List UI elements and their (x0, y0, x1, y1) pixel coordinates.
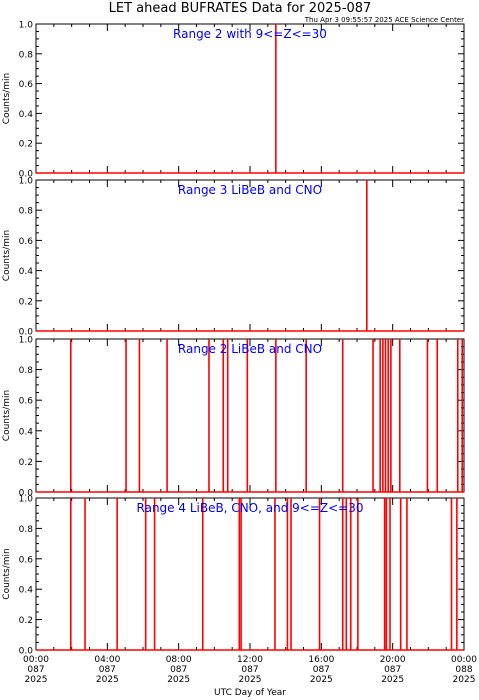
panels-group: 0.0 0.2 0.4 0.6 0.8 1.0 Counts/min Range 2 with… (2, 21, 465, 657)
y-tick-label: 1.0 (19, 177, 34, 187)
y-tick-label: 0.2 (19, 616, 33, 626)
x-tick-label: 087 (384, 665, 401, 675)
x-tick-label: 087 (99, 665, 116, 675)
panel-frame (35, 23, 465, 174)
x-tick-label: 00:00 (23, 655, 49, 665)
x-tick-label: 12:00 (237, 655, 263, 665)
x-tick-label: 20:00 (380, 655, 406, 665)
x-tick-label: 087 (170, 665, 187, 675)
y-tick-label: 0.2 (19, 458, 33, 468)
y-tick-label: 1.0 (19, 495, 34, 505)
y-tick-label: 0.4 (19, 586, 34, 596)
y-tick-label: 0.0 (19, 328, 34, 338)
x-tick-label: 087 (241, 665, 258, 675)
y-tick-label: 0.2 (19, 297, 33, 307)
x-tick-label: 088 (455, 665, 472, 675)
y-axis-label: Counts/min (2, 73, 12, 124)
y-tick-label: 0.0 (19, 170, 34, 180)
chart-main-title: LET ahead BUFRATES Data for 2025-087 (109, 1, 372, 16)
panel-3: 0.0 0.2 0.4 0.6 0.8 1.0 Counts/min Range 2 LiBe… (2, 336, 465, 499)
panel-title: Range 2 with 9<=Z<=30 (173, 27, 327, 41)
x-tick-label: 087 (313, 665, 330, 675)
y-tick-label: 0.4 (19, 427, 34, 437)
x-tick-label: 08:00 (166, 655, 192, 665)
y-tick-label: 0.0 (19, 489, 34, 499)
x-tick-label: 2025 (239, 675, 262, 685)
y-axis-label: Counts/min (2, 230, 12, 281)
y-tick-label: 0.0 (19, 647, 34, 657)
x-tick-label: 04:00 (94, 655, 120, 665)
panel-title: Range 2 LiBeB and CNO (178, 342, 322, 356)
y-tick-label: 0.4 (19, 267, 34, 277)
y-tick-label: 0.8 (19, 50, 34, 60)
x-axis-label: UTC Day of Year (214, 688, 286, 698)
x-tick-label: 16:00 (308, 655, 334, 665)
y-tick-label: 0.6 (19, 555, 34, 565)
y-tick-label: 0.4 (19, 110, 34, 120)
panel-2: 0.0 0.2 0.4 0.6 0.8 1.0 Counts/min Range 3 LiBe… (2, 177, 465, 338)
generation-timestamp: Thu Apr 3 09:55:57 2025 ACE Science Cent… (304, 16, 464, 24)
panel-title: Range 3 LiBeB and CNO (178, 183, 322, 197)
panel-frame (35, 179, 465, 332)
x-tick-label: 2025 (96, 675, 119, 685)
x-tick-label: 2025 (310, 675, 333, 685)
y-tick-label: 0.8 (19, 525, 34, 535)
x-tick-label: 2025 (167, 675, 190, 685)
y-tick-label: 0.6 (19, 80, 34, 90)
y-tick-label: 0.6 (19, 237, 34, 247)
x-tick-label: 2025 (381, 675, 404, 685)
y-axis-label: Counts/min (2, 390, 12, 441)
y-tick-label: 1.0 (19, 21, 34, 31)
x-tick-label: 2025 (25, 675, 48, 685)
panel-title: Range 4 LiBeB, CNO, and 9<=Z<=30 (137, 501, 364, 515)
y-tick-label: 0.8 (19, 366, 34, 376)
x-tick-label: 2025 (453, 675, 476, 685)
x-axis: 00:00087202504:00087202508:00087202512:0… (23, 655, 477, 685)
x-tick-label: 087 (27, 665, 44, 675)
panel-1: 0.0 0.2 0.4 0.6 0.8 1.0 Counts/min Range 2 with… (2, 21, 465, 180)
y-axis-label: Counts/min (2, 548, 12, 599)
panel-4: 0.0 0.2 0.4 0.6 0.8 1.0 Counts/min Range 4 LiBe… (2, 495, 465, 657)
x-tick-label: 00:00 (451, 655, 477, 665)
y-tick-label: 1.0 (19, 336, 34, 346)
y-tick-label: 0.2 (19, 140, 33, 150)
y-tick-label: 0.6 (19, 397, 34, 407)
y-tick-label: 0.8 (19, 207, 34, 217)
panel-frame (35, 497, 465, 651)
